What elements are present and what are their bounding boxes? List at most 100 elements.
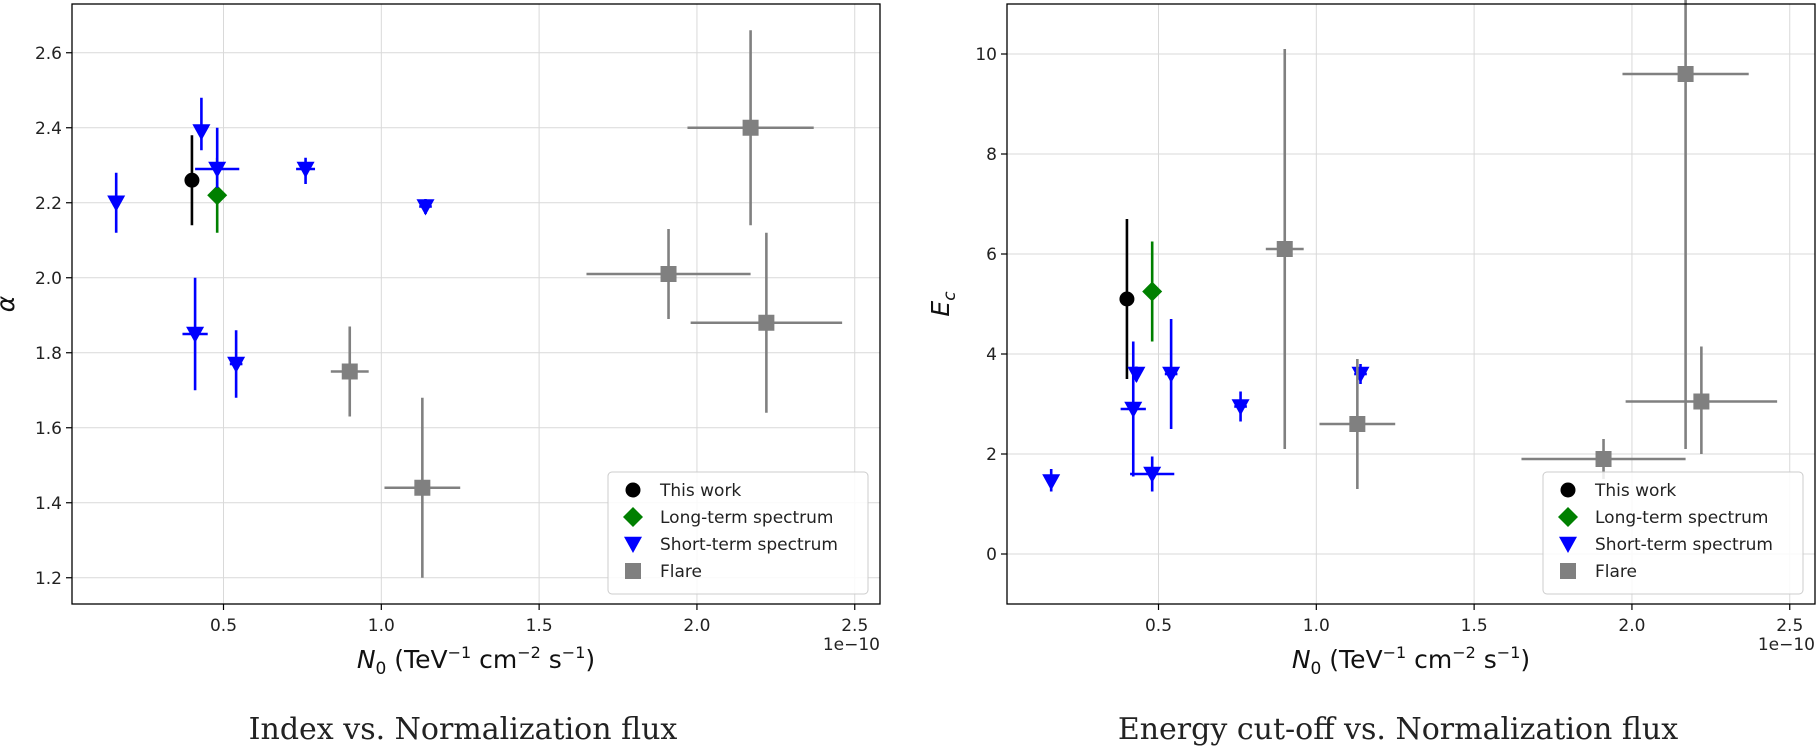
legend-label-this-work: This work xyxy=(659,481,741,501)
flare-point-0 xyxy=(687,30,814,226)
legend-label-short-term: Short-term spectrum xyxy=(1595,535,1773,555)
chart-0: 0.5 1.0 1.5 2.0 2.5 1.2 1.4 1.6 1.8 2.0 2.2 2.4 2.6 1… xyxy=(0,3,881,679)
short-term-point-1-triangle xyxy=(1124,401,1143,418)
legend-item-long-term: Long-term spectrum xyxy=(623,507,834,528)
short-term-point-5-triangle xyxy=(186,326,205,343)
ytick-label-5: 2.2 xyxy=(35,194,62,214)
short-term-point-0-triangle xyxy=(107,195,126,212)
flare-point-4-square xyxy=(414,479,431,496)
flare-point-0-square xyxy=(1677,66,1694,82)
flare-point-3-square xyxy=(341,363,358,380)
series-this-work xyxy=(184,135,200,226)
legend-marker-long-term-diamond xyxy=(1558,507,1578,527)
flare-point-1 xyxy=(1265,49,1304,449)
legend-marker-flare-square xyxy=(625,563,641,579)
legend-item-this-work: This work xyxy=(625,481,741,501)
offset-text-1: 1e−10 xyxy=(1758,635,1815,655)
long-term-point-0-diamond xyxy=(207,185,228,206)
ytick-label-3: 1.8 xyxy=(35,344,62,364)
flare-point-0-square xyxy=(742,119,759,136)
flare-point-0 xyxy=(1622,0,1749,449)
this-work-point-0 xyxy=(184,135,200,226)
y-axis-label-1: Ec xyxy=(926,291,960,317)
legend-box-1 xyxy=(1542,471,1804,595)
x-axis-label-1: N0 (TeV−1 cm−2 s−1) xyxy=(1292,643,1530,679)
series-short-term xyxy=(1042,319,1370,492)
flare-point-2-square xyxy=(758,314,775,331)
legend-marker-long-term-diamond xyxy=(623,507,643,527)
chart-1: 0.5 1.0 1.5 2.0 2.5 0 2 4 6 8 10 1e−10 N0 (TeV−1 cm−… xyxy=(926,0,1816,679)
offset-text-0: 1e−10 xyxy=(823,635,880,655)
flare-point-2 xyxy=(1319,359,1396,489)
short-term-point-0 xyxy=(1042,469,1061,492)
legend-item-flare: Flare xyxy=(625,562,702,582)
xtick-label-0: 0.5 xyxy=(1145,616,1172,636)
ytick-label-2: 4 xyxy=(986,345,997,365)
y-axis-label-0: α xyxy=(0,295,20,312)
short-term-point-1 xyxy=(192,97,211,151)
legend-label-this-work: This work xyxy=(1594,481,1676,501)
xtick-label-2: 1.5 xyxy=(526,616,553,636)
caption-right: Energy cut-off vs. Normalization flux xyxy=(1117,712,1679,747)
series-flare xyxy=(1265,0,1778,489)
ytick-label-3: 6 xyxy=(986,245,997,265)
xtick-label-4: 2.5 xyxy=(1776,616,1803,636)
ytick-label-1: 1.4 xyxy=(35,494,62,514)
series-this-work xyxy=(1119,219,1135,379)
this-work-point-0-circle xyxy=(1119,291,1135,307)
legend-marker-short-term-triangle xyxy=(1559,536,1577,553)
flare-point-3 xyxy=(330,326,369,417)
flare-point-3-square xyxy=(1595,451,1612,467)
ytick-label-4: 2.0 xyxy=(35,269,62,289)
short-term-point-2-triangle xyxy=(208,161,227,178)
short-term-point-1 xyxy=(1120,341,1146,477)
caption-left: Index vs. Normalization flux xyxy=(248,712,678,747)
legend-marker-this-work-circle xyxy=(625,482,641,498)
legend-item-long-term: Long-term spectrum xyxy=(1558,507,1769,528)
short-term-point-3-triangle xyxy=(296,161,315,178)
flare-point-4 xyxy=(1625,346,1778,454)
this-work-point-0 xyxy=(1119,219,1135,379)
legend-item-short-term: Short-term spectrum xyxy=(624,535,838,555)
axes-frame-0 xyxy=(71,3,881,605)
long-term-point-0 xyxy=(1142,241,1163,342)
axes-frame-1 xyxy=(1006,3,1816,605)
legend-label-flare: Flare xyxy=(660,562,702,582)
short-term-point-3-triangle xyxy=(1143,466,1162,483)
ytick-label-4: 8 xyxy=(986,145,997,165)
legend-label-long-term: Long-term spectrum xyxy=(1595,508,1769,528)
xtick-label-1: 1.0 xyxy=(1303,616,1330,636)
short-term-point-0 xyxy=(107,172,126,233)
short-term-point-4-triangle xyxy=(1162,366,1181,383)
short-term-point-5 xyxy=(1231,391,1250,422)
short-term-point-4 xyxy=(1162,319,1181,429)
xtick-label-2: 1.5 xyxy=(1461,616,1488,636)
legend-item-flare: Flare xyxy=(1560,562,1637,582)
flare-point-4 xyxy=(384,397,461,578)
long-term-point-0-diamond xyxy=(1142,281,1163,302)
ytick-label-7: 2.6 xyxy=(35,44,62,64)
flare-point-1-square xyxy=(1276,241,1293,257)
xtick-label-4: 2.5 xyxy=(841,616,868,636)
legend-1: This work Long-term spectrum Short-term sp… xyxy=(1542,471,1804,595)
short-term-point-5 xyxy=(182,277,208,391)
flare-point-4-square xyxy=(1693,393,1710,410)
ytick-label-2: 1.6 xyxy=(35,419,62,439)
short-term-point-6-triangle xyxy=(1351,366,1370,383)
short-term-point-1-triangle xyxy=(192,124,211,141)
short-term-point-5-triangle xyxy=(1231,399,1250,416)
legend-label-flare: Flare xyxy=(1595,562,1637,582)
legend-label-short-term: Short-term spectrum xyxy=(660,535,838,555)
short-term-point-2-triangle xyxy=(1127,366,1146,383)
short-term-point-2 xyxy=(195,127,240,188)
xtick-label-0: 0.5 xyxy=(210,616,237,636)
ytick-label-5: 10 xyxy=(975,45,997,65)
legend-label-long-term: Long-term spectrum xyxy=(660,508,834,528)
legend-0: This work Long-term spectrum Short-term sp… xyxy=(607,471,869,595)
short-term-point-4 xyxy=(416,199,435,216)
xtick-label-3: 2.0 xyxy=(683,616,710,636)
series-short-term xyxy=(107,97,435,398)
legend-marker-this-work-circle xyxy=(1560,482,1576,498)
short-term-point-2 xyxy=(1127,366,1146,383)
